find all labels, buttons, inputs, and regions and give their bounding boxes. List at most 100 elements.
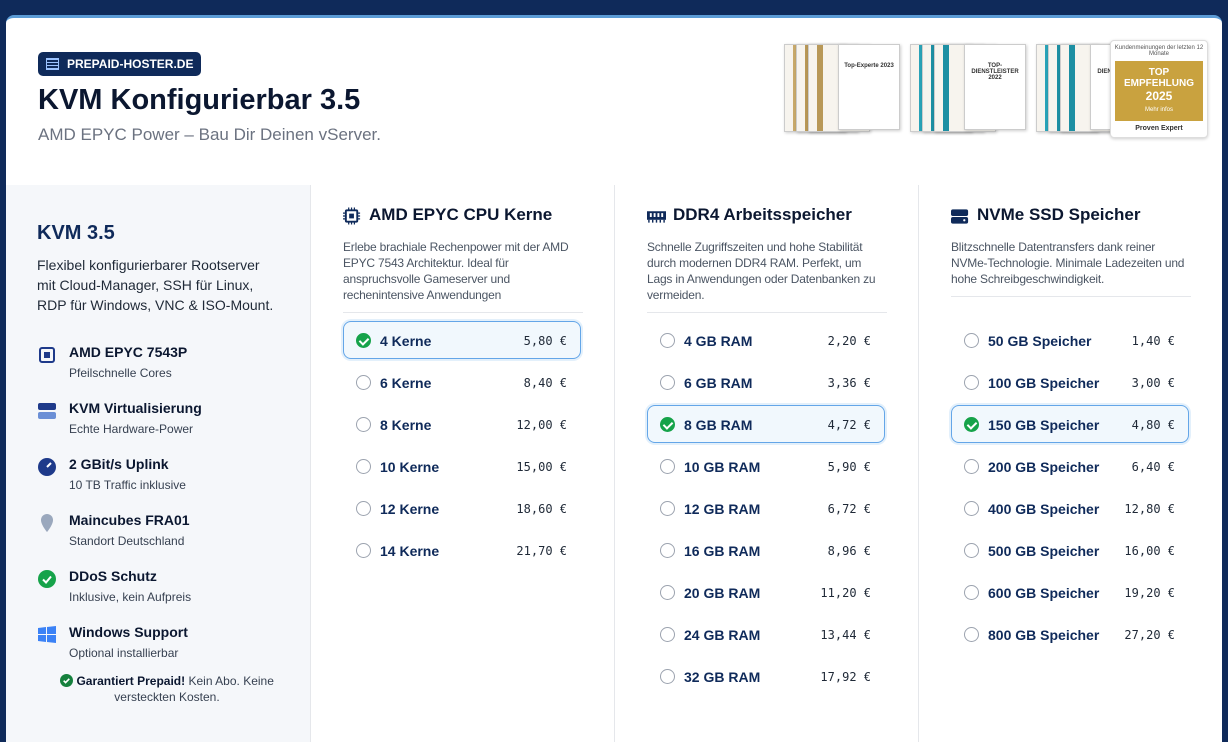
option-price: 3,00 € bbox=[1131, 376, 1175, 390]
option-column: AMD EPYC CPU Kerne Erlebe brachiale Reche… bbox=[310, 185, 614, 742]
option[interactable]: 4 Kerne 5,80 € bbox=[343, 321, 581, 359]
radio[interactable] bbox=[356, 501, 371, 516]
pe-brand: Proven Expert bbox=[1135, 125, 1183, 132]
option-label: 10 Kerne bbox=[380, 459, 440, 475]
sheet-stripe bbox=[817, 45, 823, 131]
option-column: NVMe SSD Speicher Blitzschnelle Datentran… bbox=[918, 185, 1222, 742]
option[interactable]: 10 GB RAM 5,90 € bbox=[647, 447, 885, 485]
radio-checked[interactable] bbox=[356, 333, 371, 348]
option[interactable]: 8 Kerne 12,00 € bbox=[343, 405, 581, 443]
radio[interactable] bbox=[356, 375, 371, 390]
option[interactable]: 6 GB RAM 3,36 € bbox=[647, 363, 885, 401]
brand-icon bbox=[46, 58, 59, 70]
option[interactable]: 12 GB RAM 6,72 € bbox=[647, 489, 885, 527]
option[interactable]: 800 GB Speicher 27,20 € bbox=[951, 615, 1189, 653]
column-icon bbox=[951, 209, 969, 224]
proven-expert-badge[interactable]: Kundenmeinungen der letzten 12 Monate TO… bbox=[1110, 40, 1208, 138]
option[interactable]: 200 GB Speicher 6,40 € bbox=[951, 447, 1189, 485]
option[interactable]: 50 GB Speicher 1,40 € bbox=[951, 321, 1189, 359]
feature-icon bbox=[41, 514, 53, 532]
feature-title: Windows Support bbox=[69, 624, 188, 640]
option[interactable]: 24 GB RAM 13,44 € bbox=[647, 615, 885, 653]
option-label: 200 GB Speicher bbox=[988, 459, 1100, 475]
radio[interactable] bbox=[660, 501, 675, 516]
radio[interactable] bbox=[964, 333, 979, 348]
feature: 2 GBit/s Uplink 10 TB Traffic inklusive bbox=[37, 456, 287, 497]
option[interactable]: 16 GB RAM 8,96 € bbox=[647, 531, 885, 569]
feature: Windows Support Optional installierbar bbox=[37, 624, 287, 665]
option-label: 150 GB Speicher bbox=[988, 417, 1100, 433]
option[interactable]: 10 Kerne 15,00 € bbox=[343, 447, 581, 485]
feature-subtitle: Optional installierbar bbox=[69, 646, 179, 660]
option[interactable]: 6 Kerne 8,40 € bbox=[343, 363, 581, 401]
option-price: 3,36 € bbox=[827, 376, 871, 390]
radio[interactable] bbox=[660, 585, 675, 600]
feature: DDoS Schutz Inklusive, kein Aufpreis bbox=[37, 568, 287, 609]
option[interactable]: 20 GB RAM 11,20 € bbox=[647, 573, 885, 611]
option-price: 15,00 € bbox=[516, 460, 567, 474]
pe-more[interactable]: Mehr infos bbox=[1144, 107, 1173, 113]
option-label: 4 GB RAM bbox=[684, 333, 753, 349]
guarantee: Garantiert Prepaid! Kein Abo. Keine vers… bbox=[52, 673, 282, 705]
option-label: 12 GB RAM bbox=[684, 501, 761, 517]
feature-icon bbox=[38, 570, 56, 588]
radio-checked[interactable] bbox=[660, 417, 675, 432]
radio[interactable] bbox=[964, 543, 979, 558]
feature-subtitle: Inklusive, kein Aufpreis bbox=[69, 590, 192, 604]
sidebar: KVM 3.5 Flexibel konfigurierbarer Rootse… bbox=[6, 185, 310, 742]
column-title: NVMe SSD Speicher bbox=[977, 205, 1141, 224]
option-price: 4,80 € bbox=[1131, 418, 1175, 432]
option[interactable]: 100 GB Speicher 3,00 € bbox=[951, 363, 1189, 401]
radio[interactable] bbox=[964, 501, 979, 516]
radio[interactable] bbox=[964, 627, 979, 642]
radio[interactable] bbox=[964, 375, 979, 390]
guarantee-text: Kein Abo. Keine versteckten Kosten. bbox=[114, 674, 274, 704]
option-price: 17,92 € bbox=[820, 670, 871, 684]
option-label: 4 Kerne bbox=[380, 333, 432, 349]
option-price: 12,80 € bbox=[1124, 502, 1175, 516]
option-label: 100 GB Speicher bbox=[988, 375, 1100, 391]
option[interactable]: 12 Kerne 18,60 € bbox=[343, 489, 581, 527]
radio[interactable] bbox=[660, 669, 675, 684]
radio[interactable] bbox=[964, 585, 979, 600]
option-price: 27,20 € bbox=[1124, 628, 1175, 642]
radio[interactable] bbox=[356, 417, 371, 432]
option-label: 8 Kerne bbox=[380, 417, 432, 433]
option-label: 50 GB Speicher bbox=[988, 333, 1092, 349]
option[interactable]: 4 GB RAM 2,20 € bbox=[647, 321, 885, 359]
certificate[interactable]: Top-Experte 2023 bbox=[784, 42, 900, 132]
radio[interactable] bbox=[660, 333, 675, 348]
radio[interactable] bbox=[660, 627, 675, 642]
option-label: 12 Kerne bbox=[380, 501, 440, 517]
column-title: DDR4 Arbeitsspeicher bbox=[673, 205, 852, 224]
configurator-card: PREPAID-HOSTER.DE KVM Konfigurierbar 3.5… bbox=[6, 15, 1222, 742]
radio[interactable] bbox=[660, 543, 675, 558]
radio[interactable] bbox=[660, 375, 675, 390]
brand-badge[interactable]: PREPAID-HOSTER.DE bbox=[38, 52, 202, 76]
option-price: 4,72 € bbox=[827, 418, 871, 432]
option-label: 10 GB RAM bbox=[684, 459, 761, 475]
page-title: KVM Konfigurierbar 3.5 bbox=[38, 84, 361, 116]
column-icon bbox=[647, 211, 666, 223]
option[interactable]: 400 GB Speicher 12,80 € bbox=[951, 489, 1189, 527]
option-label: 24 GB RAM bbox=[684, 627, 761, 643]
radio[interactable] bbox=[356, 459, 371, 474]
option[interactable]: 14 Kerne 21,70 € bbox=[343, 531, 581, 569]
radio[interactable] bbox=[660, 459, 675, 474]
certificate[interactable]: TOP-DIENSTLEISTER 2022 bbox=[910, 42, 1026, 132]
feature-icon bbox=[38, 403, 56, 419]
page-subtitle: AMD EPYC Power – Bau Dir Deinen vServer. bbox=[38, 125, 381, 144]
option[interactable]: 8 GB RAM 4,72 € bbox=[647, 405, 885, 443]
option[interactable]: 32 GB RAM 17,92 € bbox=[647, 657, 885, 695]
feature-title: KVM Virtualisierung bbox=[69, 400, 202, 416]
radio[interactable] bbox=[964, 459, 979, 474]
option[interactable]: 600 GB Speicher 19,20 € bbox=[951, 573, 1189, 611]
sheet-stripe bbox=[1069, 45, 1075, 131]
feature-icon bbox=[39, 347, 55, 363]
pe-year: 2025 bbox=[1145, 89, 1173, 103]
option[interactable]: 150 GB Speicher 4,80 € bbox=[951, 405, 1189, 443]
option[interactable]: 500 GB Speicher 16,00 € bbox=[951, 531, 1189, 569]
radio[interactable] bbox=[356, 543, 371, 558]
option-label: 600 GB Speicher bbox=[988, 585, 1100, 601]
radio-checked[interactable] bbox=[964, 417, 979, 432]
